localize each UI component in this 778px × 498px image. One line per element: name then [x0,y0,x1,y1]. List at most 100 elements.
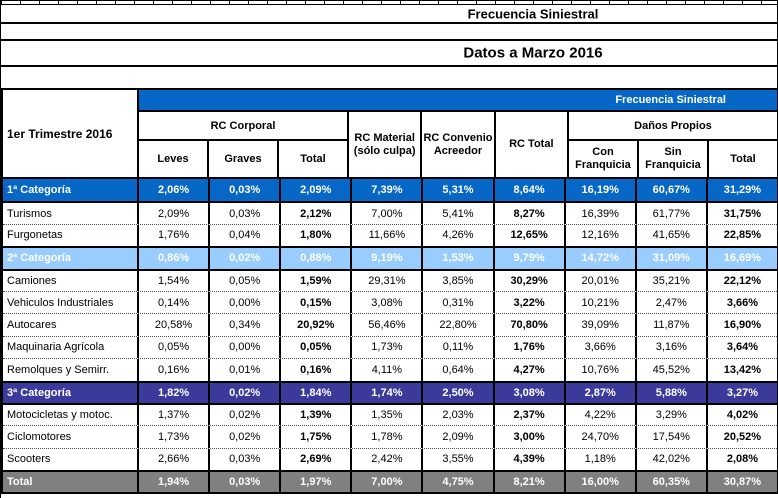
value-cell[interactable]: 31,75% [723,207,762,220]
value-cell[interactable]: 0,05% [210,270,282,291]
value-cell[interactable]: 29,31% [352,270,424,291]
value-cell[interactable]: 1,54% [139,270,211,291]
value-cell[interactable]: 16,39% [566,203,637,224]
value-cell[interactable]: 3,00% [495,426,566,448]
row-label[interactable]: Scooters [3,448,139,471]
value-cell[interactable]: 0,02% [210,382,282,403]
value-cell[interactable]: 2,47% [637,291,708,314]
value-cell[interactable]: 3,85% [423,270,495,291]
value-cell[interactable]: 1,39% [281,404,353,426]
value-cell[interactable]: 3,08% [495,382,566,403]
value-cell[interactable]: 31,29% [723,184,762,197]
value-cell[interactable]: 2,06% [139,179,211,202]
value-cell[interactable]: 41,65% [637,224,708,247]
value-cell[interactable]: 4,75% [423,472,495,493]
value-cell[interactable]: 1,84% [281,382,353,403]
value-cell[interactable]: 0,04% [210,224,282,247]
corner-cell[interactable]: 1er Trimestre 2016 [3,90,139,177]
value-cell[interactable]: 0,03% [210,472,282,493]
value-cell[interactable]: 9,19% [352,248,424,269]
value-cell[interactable]: 3,29% [637,404,708,426]
value-cell[interactable]: 3,55% [423,448,495,471]
column-header-leves[interactable]: Leves [139,141,209,177]
value-cell[interactable]: 20,52% [723,430,762,443]
value-cell[interactable]: 4,26% [423,224,495,247]
value-cell[interactable]: 13,42% [723,363,762,376]
value-cell[interactable]: 10,76% [566,359,637,381]
column-header-graves[interactable]: Graves [209,141,279,177]
value-cell[interactable]: 2,69% [281,448,353,471]
value-cell[interactable]: 3,16% [637,336,708,359]
value-cell[interactable]: 1,75% [281,426,353,448]
value-cell[interactable]: 0,00% [210,336,282,359]
row-label[interactable]: Vehiculos Industriales [3,291,139,314]
value-cell[interactable]: 11,87% [637,314,708,336]
column-header-total[interactable]: Total [300,152,326,165]
value-cell[interactable]: 8,64% [495,179,566,202]
value-cell[interactable]: 8,21% [495,472,566,493]
value-cell[interactable]: 1,73% [352,336,424,359]
column-header-rc-convenio[interactable]: RC Convenio Acreedor [422,112,496,177]
value-cell[interactable]: 1,73% [139,426,211,448]
value-cell[interactable]: 2,50% [423,382,495,403]
value-cell[interactable]: 0,03% [210,448,282,471]
value-cell[interactable]: 0,86% [139,248,211,269]
value-cell[interactable]: 35,21% [637,270,708,291]
value-cell[interactable]: 1,76% [495,336,566,359]
value-cell[interactable]: 0,14% [139,291,211,314]
value-cell[interactable]: 7,39% [352,179,424,202]
value-cell[interactable]: 2,87% [566,382,637,403]
value-cell[interactable]: 16,69% [723,252,762,265]
value-cell[interactable]: 70,80% [495,314,566,336]
value-cell[interactable]: 1,76% [139,224,211,247]
value-cell[interactable]: 1,59% [281,270,353,291]
value-cell[interactable]: 17,54% [637,426,708,448]
value-cell[interactable]: 3,66% [726,296,759,309]
value-cell[interactable]: 60,67% [637,179,708,202]
value-cell[interactable]: 2,12% [281,203,353,224]
value-cell[interactable]: 4,02% [726,409,759,422]
row-label[interactable]: Turismos [3,203,139,224]
value-cell[interactable]: 9,79% [495,248,566,269]
value-cell[interactable]: 20,01% [566,270,637,291]
column-header-con-franquicia[interactable]: Con Franquicia [569,141,639,177]
value-cell[interactable]: 16,90% [723,319,762,332]
value-cell[interactable]: 8,27% [495,203,566,224]
value-cell[interactable]: 3,66% [566,336,637,359]
value-cell[interactable]: 7,00% [352,203,424,224]
value-cell[interactable]: 4,11% [352,359,424,381]
column-header-rc-material[interactable]: RC Material (sólo culpa) [349,112,423,177]
value-cell[interactable]: 7,00% [352,472,424,493]
value-cell[interactable]: 2,42% [352,448,424,471]
value-cell[interactable]: 60,35% [637,472,708,493]
value-cell[interactable]: 20,92% [281,314,353,336]
value-cell[interactable]: 31,09% [637,248,708,269]
value-cell[interactable]: 4,27% [495,359,566,381]
value-cell[interactable]: 2,37% [495,404,566,426]
value-cell[interactable]: 39,09% [566,314,637,336]
value-cell[interactable]: 20,58% [139,314,211,336]
value-cell[interactable]: 0,03% [210,179,282,202]
value-cell[interactable]: 22,80% [423,314,495,336]
value-cell[interactable]: 1,82% [139,382,211,403]
row-label[interactable]: 3ª Categoría [3,382,139,403]
value-cell[interactable]: 5,31% [423,179,495,202]
value-cell[interactable]: 0,03% [210,203,282,224]
value-cell[interactable]: 10,21% [566,291,637,314]
value-cell[interactable]: 12,65% [495,224,566,247]
row-label[interactable]: Total [3,472,139,493]
value-cell[interactable]: 5,88% [637,382,708,403]
value-cell[interactable]: 0,02% [210,426,282,448]
value-cell[interactable]: 3,27% [726,386,759,399]
value-cell[interactable]: 12,16% [566,224,637,247]
value-cell[interactable]: 3,64% [726,341,759,354]
value-cell[interactable]: 1,78% [352,426,424,448]
value-cell[interactable]: 61,77% [637,203,708,224]
value-cell[interactable]: 1,74% [352,382,424,403]
group-title[interactable]: RC Corporal [139,112,347,141]
value-cell[interactable]: 2,09% [423,426,495,448]
value-cell[interactable]: 5,41% [423,203,495,224]
column-header-dp-total[interactable]: Total [730,152,756,165]
group-title[interactable]: Daños Propios [568,112,777,141]
value-cell[interactable]: 0,02% [210,248,282,269]
